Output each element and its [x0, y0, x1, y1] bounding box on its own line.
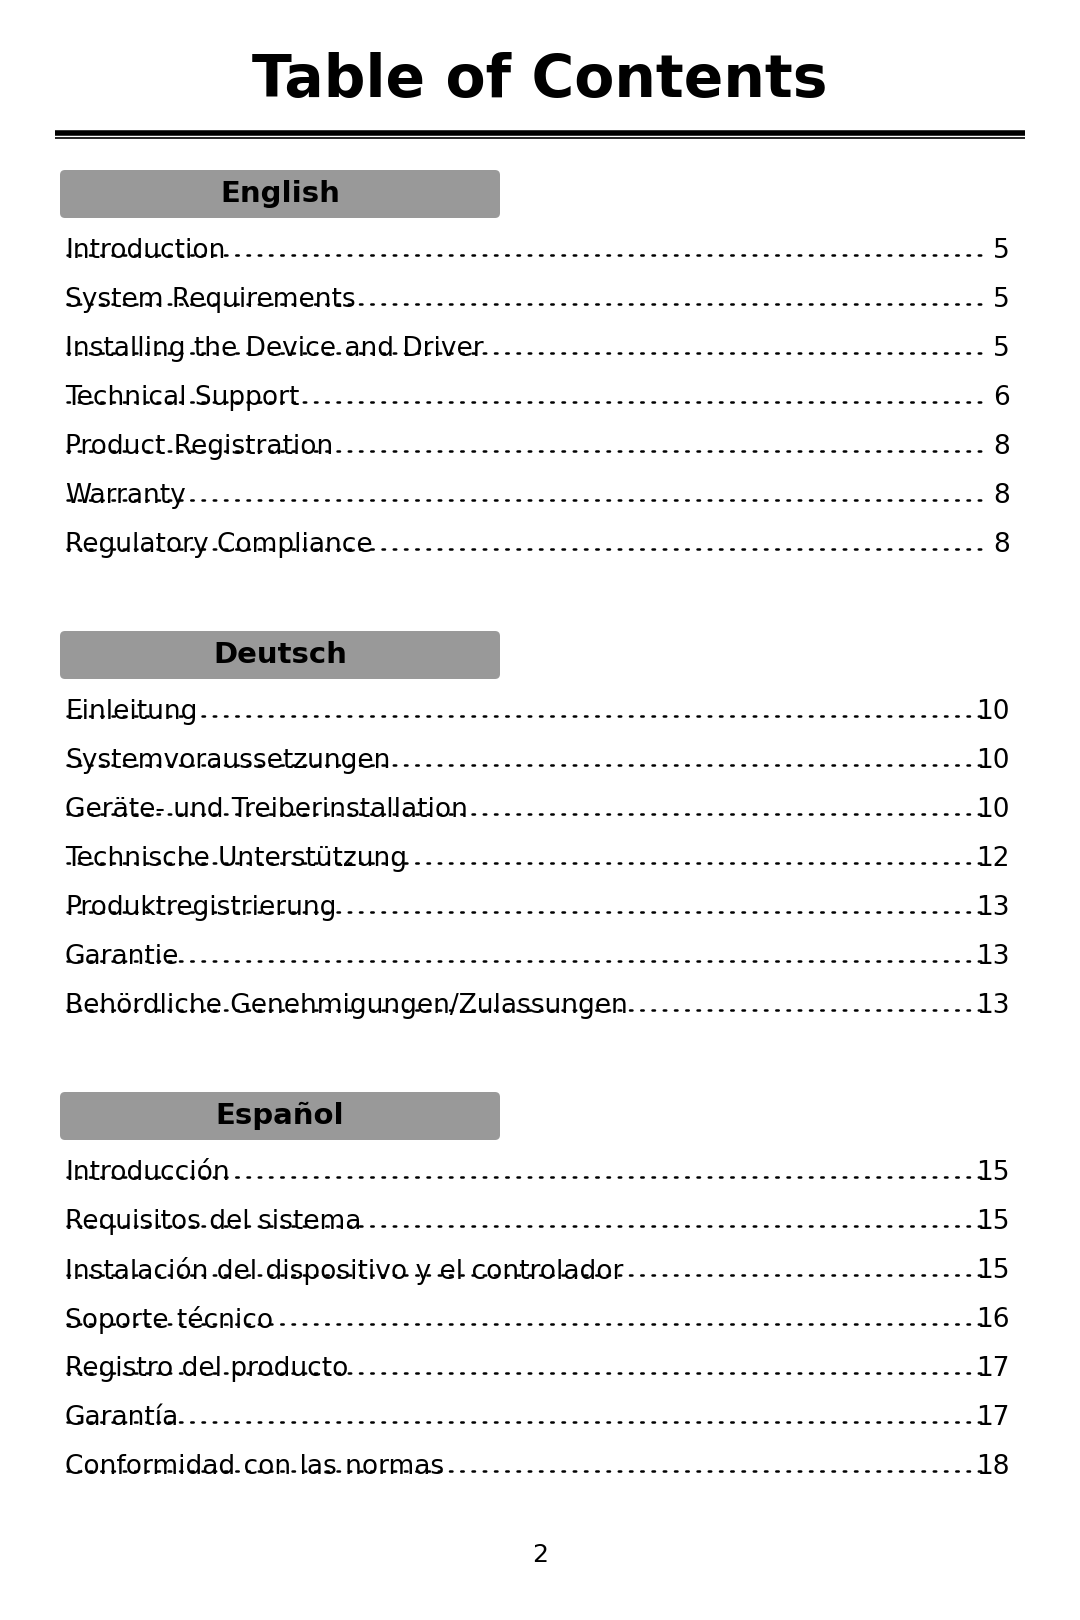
Text: Regulatory Compliance: Regulatory Compliance [65, 531, 373, 557]
Text: Warranty: Warranty [65, 483, 186, 509]
Text: 13: 13 [976, 944, 1010, 970]
Text: 13: 13 [976, 993, 1010, 1019]
Text: Español: Español [216, 1102, 345, 1131]
Text: Instalación del dispositivo y el controlador: Instalación del dispositivo y el control… [65, 1257, 623, 1285]
Text: 6: 6 [994, 386, 1010, 411]
Text: 5: 5 [994, 238, 1010, 264]
Text: 15: 15 [976, 1209, 1010, 1234]
Text: Systemvoraussetzungen: Systemvoraussetzungen [65, 748, 390, 774]
Text: Conformidad con las normas: Conformidad con las normas [65, 1455, 444, 1481]
Text: 8: 8 [994, 531, 1010, 557]
Text: Product Registration: Product Registration [65, 434, 334, 460]
Text: 5: 5 [994, 287, 1010, 313]
Text: Technical Support: Technical Support [65, 386, 299, 411]
Text: 5: 5 [994, 335, 1010, 361]
Text: English: English [220, 180, 340, 207]
Text: 13: 13 [976, 894, 1010, 922]
Text: 2: 2 [532, 1542, 548, 1567]
Text: 15: 15 [976, 1160, 1010, 1186]
Text: Introduction: Introduction [65, 238, 226, 264]
Text: Registro del producto: Registro del producto [65, 1356, 349, 1382]
Text: 17: 17 [976, 1356, 1010, 1382]
Text: Deutsch: Deutsch [213, 642, 347, 669]
Text: 10: 10 [976, 698, 1010, 726]
Text: Installing the Device and Driver: Installing the Device and Driver [65, 335, 484, 361]
Text: 12: 12 [976, 846, 1010, 872]
Text: Table of Contents: Table of Contents [253, 52, 827, 109]
Text: Soporte técnico: Soporte técnico [65, 1306, 273, 1333]
Text: Behördliche Genehmigungen/Zulassungen: Behördliche Genehmigungen/Zulassungen [65, 993, 627, 1019]
Text: 15: 15 [976, 1259, 1010, 1285]
Text: 16: 16 [976, 1307, 1010, 1333]
Text: Produktregistrierung: Produktregistrierung [65, 894, 336, 922]
Text: 8: 8 [994, 483, 1010, 509]
Text: Einleitung: Einleitung [65, 698, 198, 726]
FancyBboxPatch shape [60, 632, 500, 679]
Text: 10: 10 [976, 797, 1010, 823]
Text: 17: 17 [976, 1405, 1010, 1430]
FancyBboxPatch shape [60, 1092, 500, 1140]
Text: Introducción: Introducción [65, 1160, 230, 1186]
Text: 8: 8 [994, 434, 1010, 460]
Text: Requisitos del sistema: Requisitos del sistema [65, 1209, 362, 1234]
Text: Geräte- und Treiberinstallation: Geräte- und Treiberinstallation [65, 797, 468, 823]
Text: 18: 18 [976, 1455, 1010, 1481]
Text: Garantie: Garantie [65, 944, 179, 970]
Text: Garantía: Garantía [65, 1405, 179, 1430]
Text: 10: 10 [976, 748, 1010, 774]
Text: Technische Unterstützung: Technische Unterstützung [65, 846, 407, 872]
FancyBboxPatch shape [60, 170, 500, 219]
Text: System Requirements: System Requirements [65, 287, 355, 313]
